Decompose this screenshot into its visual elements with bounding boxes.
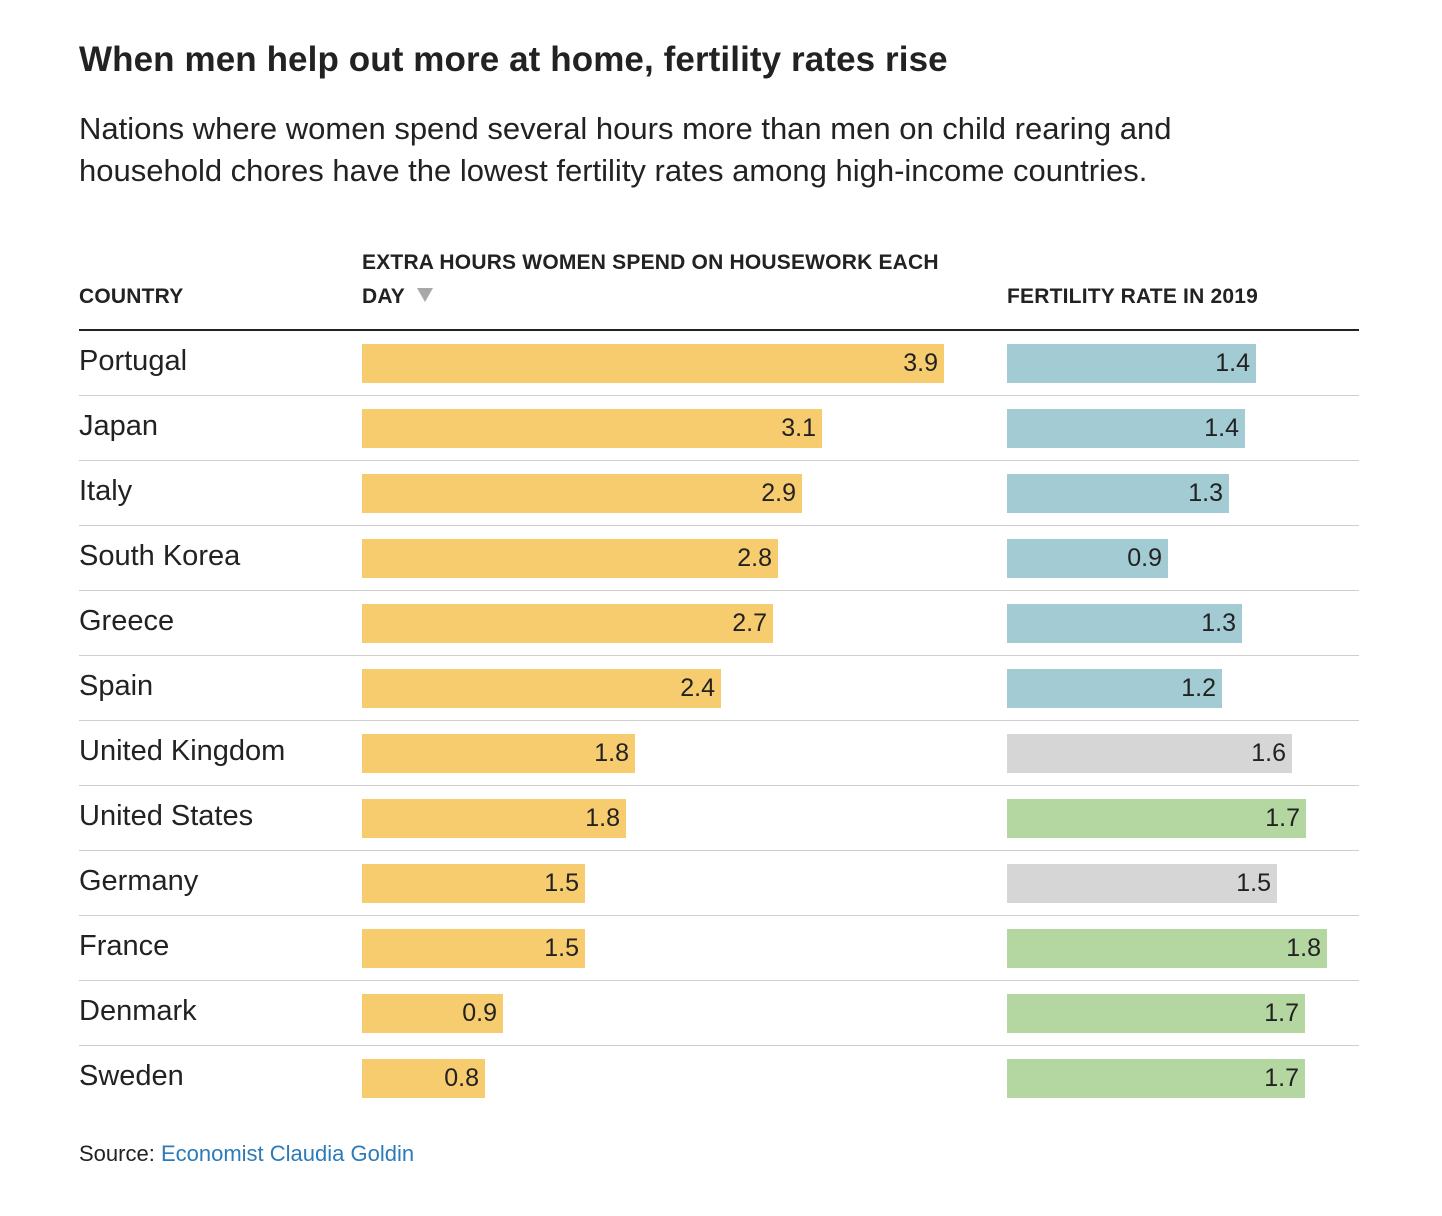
hours-bar: 2.4 xyxy=(362,669,721,708)
fertility-bar: 1.3 xyxy=(1007,474,1229,513)
hours-bar: 2.9 xyxy=(362,474,802,513)
column-header-fertility[interactable]: FERTILITY RATE IN 2019 xyxy=(1007,285,1259,308)
fertility-bar: 0.9 xyxy=(1007,539,1168,578)
hours-bar: 1.5 xyxy=(362,864,585,903)
row-divider xyxy=(79,915,1359,916)
source-link[interactable]: Economist Claudia Goldin xyxy=(160,1141,415,1166)
hours-bar: 3.1 xyxy=(362,409,822,448)
table-row: Spain 2.4 1.2 xyxy=(79,656,1359,721)
fertility-value-label: 1.5 xyxy=(1236,869,1271,897)
country-label: United Kingdom xyxy=(79,735,286,767)
country-label: Italy xyxy=(79,475,133,507)
fertility-value-label: 1.7 xyxy=(1264,1064,1299,1092)
hours-bar: 0.8 xyxy=(362,1059,485,1098)
hours-value-label: 2.8 xyxy=(737,544,772,572)
fertility-bar: 1.4 xyxy=(1007,344,1256,383)
column-header-hours-label: EXTRA HOURS WOMEN SPEND ON HOUSEWORK EAC… xyxy=(362,251,939,308)
chart-title: When men help out more at home, fertilit… xyxy=(79,40,948,79)
fertility-value-label: 1.7 xyxy=(1265,804,1300,832)
fertility-bar: 1.7 xyxy=(1007,994,1305,1033)
country-label: Germany xyxy=(79,865,199,897)
fertility-value-label: 1.3 xyxy=(1201,609,1236,637)
header-divider xyxy=(79,329,1359,331)
hours-bar: 1.5 xyxy=(362,929,585,968)
hours-value-label: 0.8 xyxy=(444,1064,479,1092)
fertility-value-label: 1.8 xyxy=(1286,934,1321,962)
row-divider xyxy=(79,655,1359,656)
country-label: Denmark xyxy=(79,995,197,1027)
table-row: Greece 2.7 1.3 xyxy=(79,591,1359,656)
fertility-bar: 1.2 xyxy=(1007,669,1222,708)
country-label: Portugal xyxy=(79,345,188,377)
sort-descending-icon[interactable] xyxy=(417,288,434,302)
column-header-hours[interactable]: EXTRA HOURS WOMEN SPEND ON HOUSEWORK EAC… xyxy=(362,246,962,314)
hours-bar: 2.7 xyxy=(362,604,773,643)
row-divider xyxy=(79,980,1359,981)
row-divider xyxy=(79,460,1359,461)
country-label: Sweden xyxy=(79,1060,184,1092)
source-note: Source: Economist Claudia Goldin xyxy=(79,1141,414,1167)
hours-value-label: 2.4 xyxy=(680,674,715,702)
column-header-country: COUNTRY xyxy=(79,285,184,308)
country-label: Greece xyxy=(79,605,175,637)
hours-value-label: 1.5 xyxy=(544,869,579,897)
hours-bar: 2.8 xyxy=(362,539,778,578)
table-row: South Korea 2.8 0.9 xyxy=(79,526,1359,591)
fertility-value-label: 1.4 xyxy=(1204,414,1239,442)
hours-value-label: 3.9 xyxy=(903,349,938,377)
hours-bar: 1.8 xyxy=(362,799,626,838)
hours-value-label: 2.9 xyxy=(761,479,796,507)
row-divider xyxy=(79,525,1359,526)
fertility-value-label: 1.7 xyxy=(1264,999,1299,1027)
row-divider xyxy=(79,590,1359,591)
fertility-value-label: 1.2 xyxy=(1181,674,1216,702)
country-label: United States xyxy=(79,800,254,832)
hours-bar: 1.8 xyxy=(362,734,635,773)
hours-value-label: 0.9 xyxy=(462,999,497,1027)
hours-bar: 3.9 xyxy=(362,344,944,383)
row-divider xyxy=(79,785,1359,786)
fertility-value-label: 1.6 xyxy=(1251,739,1286,767)
fertility-value-label: 1.4 xyxy=(1215,349,1250,377)
table-row: Portugal 3.9 1.4 xyxy=(79,331,1359,396)
table-row: United States 1.8 1.7 xyxy=(79,786,1359,851)
table-row: United Kingdom 1.8 1.6 xyxy=(79,721,1359,786)
hours-value-label: 2.7 xyxy=(732,609,767,637)
hours-value-label: 1.8 xyxy=(594,739,629,767)
country-label: France xyxy=(79,930,170,962)
row-divider xyxy=(79,720,1359,721)
fertility-bar: 1.8 xyxy=(1007,929,1327,968)
row-divider xyxy=(79,395,1359,396)
country-label: South Korea xyxy=(79,540,241,572)
table-row: Japan 3.1 1.4 xyxy=(79,396,1359,461)
hours-value-label: 1.5 xyxy=(544,934,579,962)
fertility-value-label: 0.9 xyxy=(1127,544,1162,572)
chart-subtitle: Nations where women spend several hours … xyxy=(79,111,1172,188)
hours-bar: 0.9 xyxy=(362,994,503,1033)
fertility-value-label: 1.3 xyxy=(1188,479,1223,507)
row-divider xyxy=(79,850,1359,851)
fertility-bar: 1.7 xyxy=(1007,799,1306,838)
table-row: Sweden 0.8 1.7 xyxy=(79,1046,1359,1111)
row-divider xyxy=(79,1045,1359,1046)
table-row: Italy 2.9 1.3 xyxy=(79,461,1359,526)
hours-value-label: 1.8 xyxy=(585,804,620,832)
source-label: Source: xyxy=(79,1141,155,1166)
hours-value-label: 3.1 xyxy=(781,414,816,442)
fertility-bar: 1.6 xyxy=(1007,734,1292,773)
country-label: Japan xyxy=(79,410,159,442)
fertility-bar: 1.7 xyxy=(1007,1059,1305,1098)
country-label: Spain xyxy=(79,670,154,702)
table-row: France 1.5 1.8 xyxy=(79,916,1359,981)
fertility-bar: 1.3 xyxy=(1007,604,1242,643)
table-row: Germany 1.5 1.5 xyxy=(79,851,1359,916)
fertility-bar: 1.5 xyxy=(1007,864,1277,903)
fertility-bar: 1.4 xyxy=(1007,409,1245,448)
table-row: Denmark 0.9 1.7 xyxy=(79,981,1359,1046)
